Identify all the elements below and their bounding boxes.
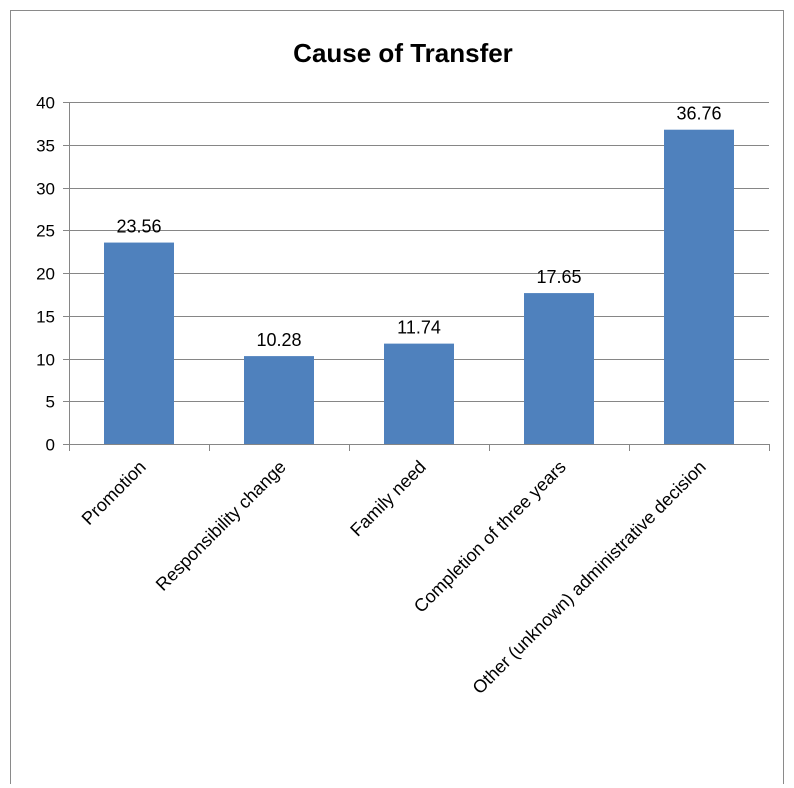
y-tick-labels: 0 5 10 15 20 25 30 35 40	[36, 94, 55, 455]
category-label-0: Promotion	[78, 457, 150, 529]
y-tick-label: 15	[36, 308, 55, 327]
bar-3	[524, 293, 594, 444]
data-labels: 23.56 10.28 11.74 17.65 36.76	[116, 104, 721, 350]
bar-2	[384, 343, 454, 444]
y-tick-label: 10	[36, 351, 55, 370]
y-tick-label: 30	[36, 180, 55, 199]
axes	[63, 102, 770, 451]
category-label-1: Responsibility change	[152, 457, 290, 595]
bar-0	[104, 242, 174, 444]
category-label-4: Other (unknown) administrative decision	[469, 457, 710, 698]
bar-1	[244, 356, 314, 444]
bars	[104, 129, 734, 444]
y-tick-label: 40	[36, 94, 55, 113]
y-tick-label: 20	[36, 265, 55, 284]
chart-title: Cause of Transfer	[293, 38, 513, 68]
data-label-4: 36.76	[676, 104, 721, 124]
category-label-3: Completion of three years	[410, 457, 570, 617]
y-tick-label: 0	[46, 436, 55, 455]
y-tick-label: 5	[46, 393, 55, 412]
data-label-0: 23.56	[116, 217, 161, 237]
y-tick-label: 35	[36, 137, 55, 156]
data-label-1: 10.28	[256, 330, 301, 350]
category-label-2: Family need	[346, 457, 429, 540]
y-tick-label: 25	[36, 222, 55, 241]
data-label-3: 17.65	[536, 267, 581, 287]
data-label-2: 11.74	[397, 318, 441, 338]
bar-4	[664, 129, 734, 444]
category-labels: Promotion Responsibility change Family nee…	[78, 457, 710, 698]
